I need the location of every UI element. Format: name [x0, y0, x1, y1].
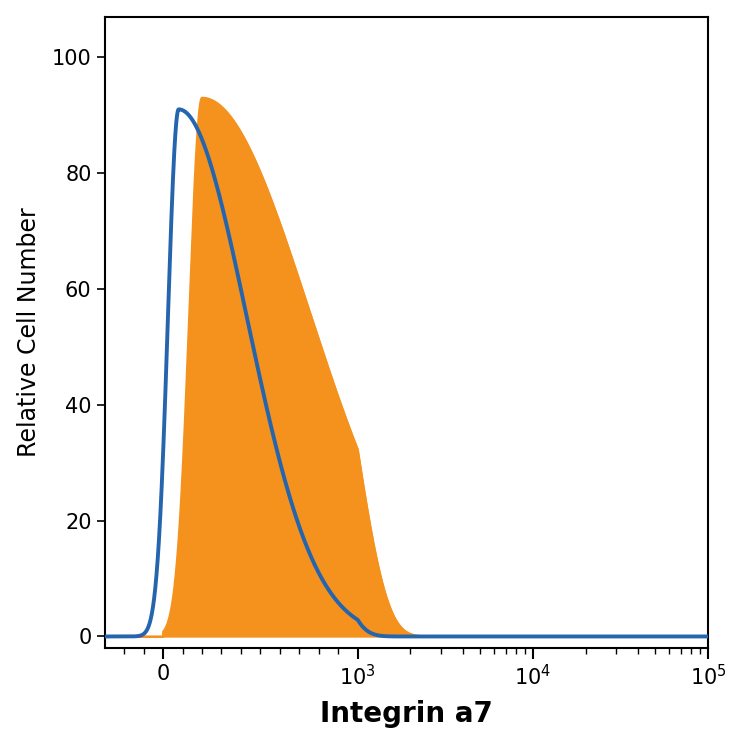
X-axis label: Integrin a7: Integrin a7: [320, 700, 493, 729]
Y-axis label: Relative Cell Number: Relative Cell Number: [16, 208, 41, 457]
